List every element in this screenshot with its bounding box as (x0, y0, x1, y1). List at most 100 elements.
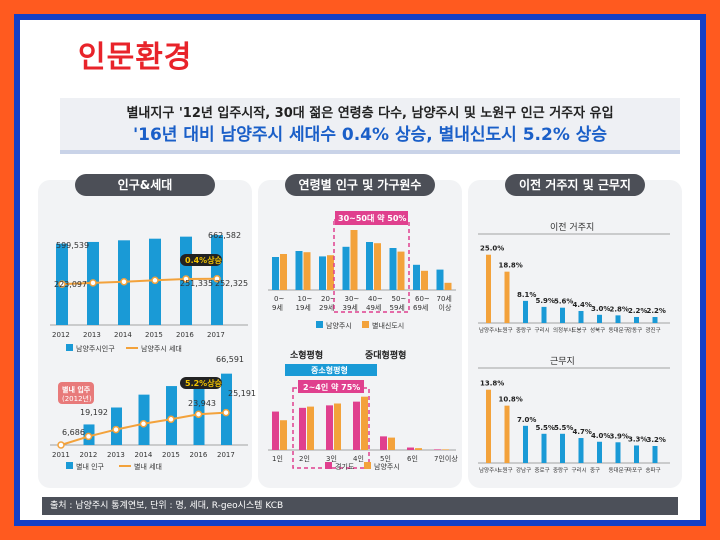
tick-label: 2012 (52, 331, 70, 339)
bar (299, 407, 306, 450)
chart-title: 이전 거주지 (550, 222, 594, 233)
data-label: 3.2% (647, 436, 666, 444)
data-label: 2.8% (610, 305, 629, 313)
data-label: 662,582 (208, 231, 241, 240)
bar (578, 310, 584, 323)
tick-label: 39세 (343, 303, 358, 312)
bar (303, 252, 311, 290)
data-label: 5.5% (536, 424, 555, 432)
tick-label: 2017 (207, 331, 225, 339)
household-point (182, 275, 190, 283)
tick-label: 2017 (217, 451, 235, 459)
tick-label: 남양주시 (479, 326, 499, 334)
tick-label: 의정부시 (553, 327, 573, 334)
slide-page: 인문환경 별내지구 '12년 입주시작, 30대 젊은 연령층 다수, 남양주시… (20, 20, 700, 520)
data-label: 10.8% (499, 396, 523, 404)
callout-line-2: (2012년) (62, 394, 92, 403)
tick-label: 19세 (296, 303, 311, 312)
bar (415, 448, 422, 450)
bar (486, 389, 491, 463)
tick-label: 중랑구 (553, 467, 568, 474)
tick-label: 2016 (190, 451, 208, 459)
tick-label: 광진구 (646, 326, 661, 334)
pill-residence: 이전 거주지 및 근무지 (505, 174, 645, 196)
legend-swatch (362, 321, 369, 328)
household-point (167, 415, 175, 424)
bar (380, 436, 387, 450)
bar (541, 306, 547, 323)
callout-line-1: 별내 입주 (62, 385, 91, 394)
tick-label: 동대문구 (609, 326, 629, 334)
bar (615, 442, 621, 463)
bar (597, 314, 602, 323)
bar (388, 437, 395, 450)
tick-label: 0~ (274, 295, 284, 303)
bar (652, 316, 658, 323)
legend-swatch (325, 462, 332, 469)
bar (397, 251, 405, 290)
bar (166, 386, 177, 445)
legend-swatch (364, 462, 371, 469)
tick-label: 10~ (298, 295, 313, 303)
tick-label: 5인 (380, 454, 391, 463)
tick-label: 2013 (83, 331, 101, 339)
callout-bg (58, 382, 94, 404)
page-title: 인문환경 (78, 40, 193, 75)
tick-label: 도봉구 (572, 327, 587, 334)
highlight-label: 2~4인 약 75% (303, 382, 360, 392)
bar (295, 251, 303, 290)
household-point (112, 425, 120, 434)
annotation-label: 5.2%상승 (185, 378, 223, 388)
household-point (194, 410, 203, 418)
legend-swatch (316, 321, 323, 328)
household-point (120, 278, 128, 286)
annotation-label: 0.4%상승 (185, 255, 223, 265)
tick-label: 4인 (353, 454, 364, 463)
summary-banner: 별내지구 '12년 입주시작, 30대 젊은 연령층 다수, 남양주시 및 노원… (60, 98, 680, 154)
legend-label: 별내 세대 (134, 462, 162, 471)
household-line (61, 277, 218, 286)
data-label: 7.0% (517, 416, 536, 424)
chart-title: 근무지 (550, 356, 575, 367)
tick-label: 구리시 (572, 466, 587, 474)
bar (504, 271, 510, 323)
data-label: 23,943 (188, 399, 216, 408)
tick-label: 남양주시 (479, 466, 499, 474)
tick-label: 59세 (390, 303, 405, 312)
highlight-label-bg (298, 380, 364, 393)
data-label: 3.3% (628, 435, 647, 443)
bar (280, 254, 287, 290)
bar (326, 405, 333, 450)
tick-label: 노원구 (498, 466, 513, 474)
tick-label: 40~ (368, 295, 383, 303)
data-label: 252,325 (215, 279, 248, 288)
bar (272, 257, 279, 290)
bar (523, 425, 528, 463)
data-label: 8.1% (517, 291, 536, 299)
sub-tab-label: 중소형평형 (311, 365, 348, 375)
data-label: 6,686 (62, 428, 85, 437)
tick-label: 9세 (272, 303, 283, 312)
bar (541, 433, 547, 463)
data-label: 19,192 (80, 408, 108, 417)
bar (342, 246, 350, 290)
tick-label: 동대문구 (609, 466, 629, 474)
tick-label: 이상 (439, 303, 452, 312)
legend-label: 별내신도시 (372, 321, 404, 330)
data-label: 4.0% (591, 432, 610, 440)
bar (280, 420, 287, 450)
legend-swatch (66, 344, 73, 351)
data-label: 13.8% (480, 380, 504, 388)
tick-label: 70세 (437, 294, 452, 303)
household-point (222, 408, 230, 417)
data-label: 4.7% (573, 428, 592, 436)
data-label: 251,335 (180, 279, 213, 288)
panel-residence (468, 180, 682, 488)
legend-label: 경기도 (335, 462, 355, 471)
bar (597, 441, 602, 463)
bar (486, 254, 491, 323)
bar (652, 446, 658, 463)
bar (138, 394, 150, 445)
data-label: 599,539 (56, 241, 89, 250)
bar (434, 449, 441, 450)
